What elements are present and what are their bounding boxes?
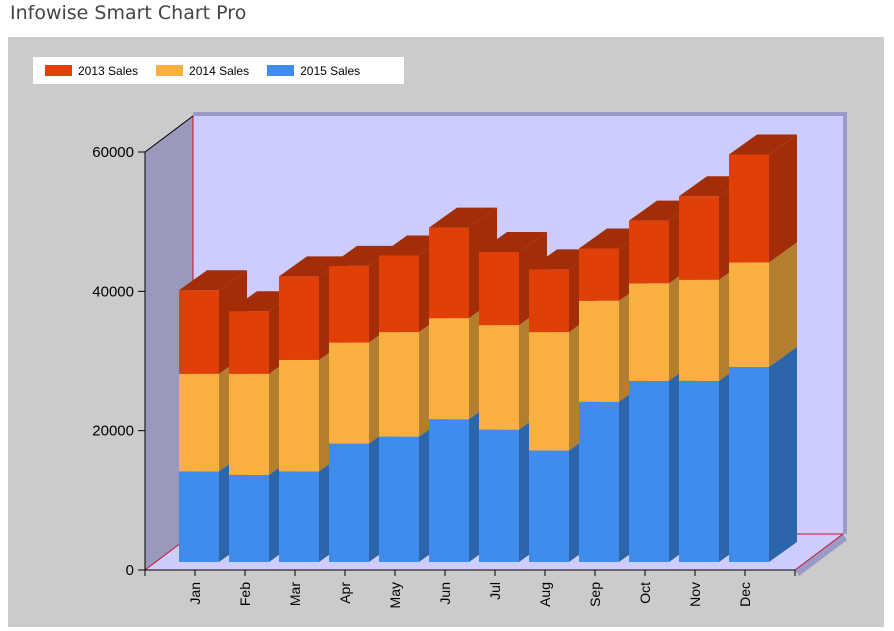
bar-May-2015-Sales — [379, 436, 419, 562]
bar-top-Mar — [279, 256, 347, 277]
bar-Feb-2015-Sales — [229, 474, 269, 562]
bar-Aug-2015-Sales — [529, 450, 569, 562]
bar-Nov-2015-Sales — [679, 380, 719, 562]
x-tick-label-Jan: Jan — [187, 582, 203, 605]
x-tick-label-Apr: Apr — [337, 582, 353, 604]
y-tick-label: 60000 — [92, 144, 134, 161]
bar-Jun-2014-Sales — [429, 318, 469, 420]
bar-Feb-2014-Sales — [229, 373, 269, 475]
bar-Jan-2014-Sales — [179, 373, 219, 472]
x-tick-label-Dec: Dec — [737, 582, 753, 607]
bar-Oct-2013-Sales — [629, 220, 669, 284]
y-axis-top-depth — [144, 115, 194, 153]
bar-Sep-2013-Sales — [579, 248, 619, 301]
x-tick-label-May: May — [387, 582, 403, 608]
plot-floor-edge — [795, 534, 847, 576]
bar-Dec-2014-Sales — [729, 262, 769, 367]
bar-Apr-2013-Sales — [329, 265, 369, 343]
x-tick-label-Jun: Jun — [437, 582, 453, 605]
legend-label-2013: 2013 Sales — [78, 63, 139, 78]
legend-label-2015: 2015 Sales — [300, 63, 361, 78]
bar-Oct-2015-Sales — [629, 380, 669, 562]
bar-Aug-2014-Sales — [529, 332, 569, 451]
legend-item-2014[interactable]: 2014 Sales — [156, 64, 249, 78]
y-tick-label: 0 — [126, 562, 134, 579]
legend-swatch-2013 — [45, 65, 72, 76]
axis-floor-right — [794, 533, 844, 571]
bar-Jun-2013-Sales — [429, 227, 469, 319]
bar-May-2014-Sales — [379, 332, 419, 437]
bar-Nov-2014-Sales — [679, 279, 719, 381]
x-tick-label-Oct: Oct — [637, 582, 653, 604]
x-tick-label-Aug: Aug — [537, 582, 553, 607]
bar-Jul-2015-Sales — [479, 429, 519, 562]
legend-item-2015[interactable]: 2015 Sales — [267, 64, 360, 78]
bar-Dec-2015-Sales — [729, 366, 769, 562]
legend: 2013 Sales 2014 Sales 2015 Sales — [33, 57, 404, 84]
x-tick-label-Sep: Sep — [587, 582, 603, 607]
bar-top-Dec — [729, 134, 797, 155]
bar-Jan-2013-Sales — [179, 290, 219, 374]
bar-top-Jan — [179, 270, 247, 291]
bar-Apr-2015-Sales — [329, 443, 369, 562]
plot-back-border-right — [843, 114, 847, 534]
bar-Jan-2015-Sales — [179, 471, 219, 562]
bar-Mar-2015-Sales — [279, 471, 319, 562]
plot-back-border-top — [193, 112, 847, 116]
x-tick-label-Jul: Jul — [487, 582, 503, 600]
bar-side-Dec-2014-Sales — [769, 242, 797, 367]
bar-Sep-2015-Sales — [579, 401, 619, 562]
bar-Jul-2014-Sales — [479, 325, 519, 430]
bar-side-Dec-2013-Sales — [769, 134, 797, 263]
bar-Feb-2013-Sales — [229, 311, 269, 374]
bar-Mar-2014-Sales — [279, 359, 319, 472]
bar-Dec-2013-Sales — [729, 154, 769, 263]
legend-label-2014: 2014 Sales — [189, 63, 250, 78]
bar-Aug-2013-Sales — [529, 269, 569, 333]
bar-top-Apr — [329, 245, 397, 266]
x-tick-label-Feb: Feb — [237, 582, 253, 606]
bar-Jun-2015-Sales — [429, 419, 469, 562]
legend-item-2013[interactable]: 2013 Sales — [45, 64, 138, 78]
bar-Apr-2014-Sales — [329, 342, 369, 444]
y-tick-label: 40000 — [92, 283, 134, 300]
bar-Oct-2014-Sales — [629, 283, 669, 381]
x-tick-label-Nov: Nov — [687, 582, 703, 607]
bar-top-Jun — [429, 207, 497, 228]
bar-Sep-2014-Sales — [579, 300, 619, 402]
bar-May-2013-Sales — [379, 255, 419, 333]
app-title: Infowise Smart Chart Pro — [10, 2, 247, 24]
legend-swatch-2015 — [267, 65, 295, 76]
x-tick-label-Mar: Mar — [287, 582, 303, 606]
bar-side-Dec-2015-Sales — [769, 346, 797, 562]
bar-Mar-2013-Sales — [279, 276, 319, 360]
y-tick-label: 20000 — [92, 423, 134, 440]
bar-top-Jul — [479, 231, 547, 252]
legend-swatch-2014 — [156, 65, 184, 76]
bar-Jul-2013-Sales — [479, 251, 519, 326]
bar-Nov-2013-Sales — [679, 196, 719, 280]
